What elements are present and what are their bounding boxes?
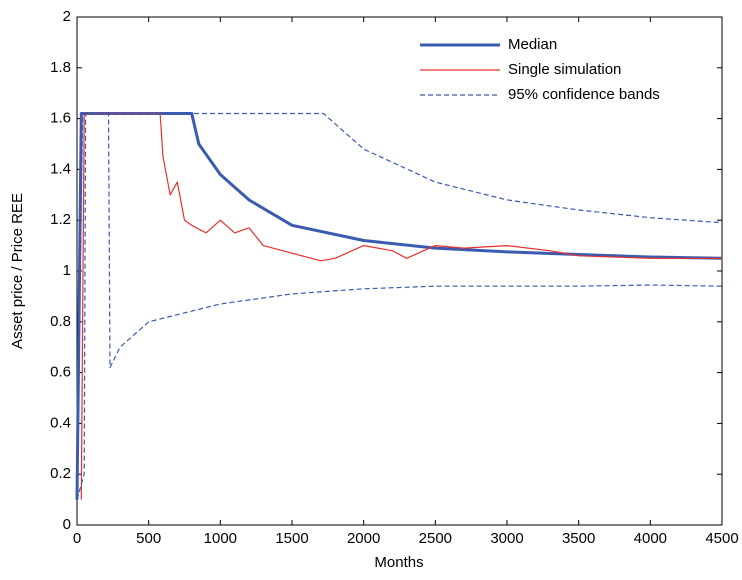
x-tick-label: 2000 (347, 530, 380, 547)
legend-label: Median (508, 36, 557, 53)
y-tick-label: 1.4 (50, 160, 71, 177)
x-tick-label: 4000 (634, 530, 667, 547)
y-tick-label: 1.8 (50, 59, 71, 76)
x-axis-label: Months (374, 554, 423, 571)
series-line (80, 112, 722, 500)
y-tick-label: 0.6 (50, 364, 71, 381)
x-tick-label: 4500 (705, 530, 738, 547)
y-tick-label: 2 (63, 8, 71, 25)
x-tick-label: 3500 (562, 530, 595, 547)
y-tick-label: 0 (63, 516, 71, 533)
x-tick-label: 0 (73, 530, 81, 547)
legend-label: 95% confidence bands (508, 86, 660, 103)
y-tick-label: 0.4 (50, 414, 71, 431)
x-tick-label: 2500 (419, 530, 452, 547)
y-axis-label: Asset price / Price REE (9, 193, 26, 349)
legend-label: Single simulation (508, 61, 621, 78)
y-tick-label: 1.2 (50, 211, 71, 228)
y-tick-label: 1.6 (50, 110, 71, 127)
y-tick-label: 0.2 (50, 465, 71, 482)
series-line (76, 112, 723, 475)
x-tick-label: 3000 (490, 530, 523, 547)
x-tick-label: 1500 (275, 530, 308, 547)
x-tick-label: 1000 (204, 530, 237, 547)
y-tick-label: 1 (63, 262, 71, 279)
x-tick-label: 500 (136, 530, 161, 547)
y-tick-label: 0.8 (50, 313, 71, 330)
series-line (75, 112, 723, 500)
series-line (76, 112, 723, 500)
